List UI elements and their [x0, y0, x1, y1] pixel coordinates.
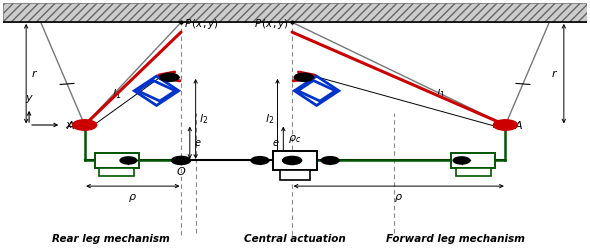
Bar	[455, 168, 491, 176]
Circle shape	[494, 120, 517, 130]
Text: $\rho$: $\rho$	[129, 192, 137, 204]
Circle shape	[120, 157, 137, 164]
Circle shape	[283, 156, 301, 164]
Text: $O$: $O$	[287, 165, 297, 177]
Bar	[451, 152, 495, 168]
Circle shape	[172, 156, 191, 164]
Circle shape	[73, 120, 96, 130]
Text: $l_1$: $l_1$	[437, 88, 446, 101]
Circle shape	[453, 157, 470, 164]
Text: Central actuation: Central actuation	[244, 234, 346, 244]
Text: $r$: $r$	[31, 68, 38, 79]
Text: $l_2$: $l_2$	[199, 112, 208, 126]
Circle shape	[160, 74, 179, 81]
Text: Rear leg mechanism: Rear leg mechanism	[52, 234, 170, 244]
Text: $\rho_c$: $\rho_c$	[289, 132, 301, 144]
Text: $l_1$: $l_1$	[112, 88, 122, 101]
Text: $A$: $A$	[67, 119, 76, 131]
Bar	[280, 170, 310, 180]
Text: $A$: $A$	[514, 119, 523, 131]
Bar	[3, 3, 587, 22]
Circle shape	[322, 157, 339, 164]
Text: $P\,(x,y)$: $P\,(x,y)$	[184, 17, 219, 31]
Text: $e$: $e$	[271, 138, 279, 148]
Circle shape	[251, 157, 268, 164]
Text: $O$: $O$	[176, 165, 186, 177]
Text: $\rho$: $\rho$	[394, 192, 403, 204]
Text: $e$: $e$	[195, 138, 202, 148]
Text: $y$: $y$	[25, 94, 34, 106]
Text: $r$: $r$	[552, 68, 559, 79]
Circle shape	[294, 74, 313, 81]
Text: $l_2$: $l_2$	[266, 112, 274, 126]
Text: Forward leg mechanism: Forward leg mechanism	[386, 234, 525, 244]
Text: $P\,(x,y)$: $P\,(x,y)$	[254, 17, 289, 31]
Text: $x$: $x$	[65, 120, 74, 130]
Bar	[273, 151, 317, 170]
Bar	[99, 168, 135, 176]
Bar	[95, 152, 139, 168]
